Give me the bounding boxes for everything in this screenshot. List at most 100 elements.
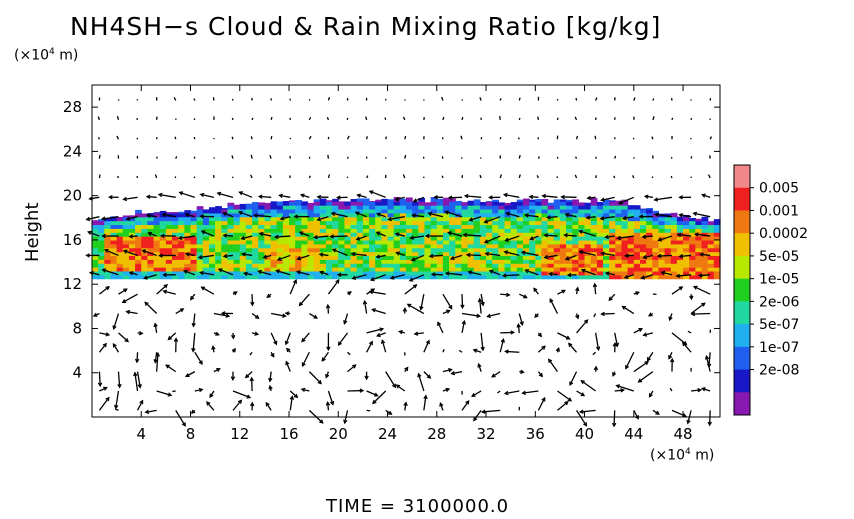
wind-vector-head — [641, 234, 647, 239]
heatmap-cell — [516, 201, 524, 206]
heatmap-cell — [116, 217, 124, 222]
heatmap-cell — [116, 243, 124, 249]
heatmap-cell — [215, 232, 222, 237]
heatmap-cell — [387, 232, 395, 237]
heatmap-cell — [295, 259, 302, 264]
heatmap-cell — [258, 243, 265, 249]
wind-vector-head — [330, 211, 336, 217]
heatmap-cell — [559, 205, 567, 210]
wind-vector-head — [368, 289, 374, 295]
heatmap-cell — [172, 236, 179, 241]
wind-vector — [309, 312, 318, 319]
wind-vector — [123, 196, 138, 201]
heatmap-cell — [652, 210, 660, 214]
heatmap-cell — [295, 247, 302, 253]
heatmap-cell — [215, 212, 222, 218]
wind-vector — [254, 214, 272, 218]
wind-vector — [174, 136, 177, 140]
heatmap-cell — [369, 270, 376, 276]
wind-vector-head — [237, 210, 243, 215]
heatmap-cell — [646, 270, 653, 276]
wind-vector — [616, 384, 635, 392]
heatmap-cell — [301, 228, 309, 233]
heatmap-cell — [430, 251, 438, 257]
heatmap-cell — [603, 228, 610, 233]
wind-vector — [633, 328, 643, 334]
heatmap-cell — [227, 251, 235, 257]
heatmap-cell — [227, 202, 235, 206]
heatmap-cell — [449, 220, 456, 226]
wind-vector — [695, 233, 711, 237]
wind-vector — [411, 254, 425, 261]
heatmap-cell — [572, 224, 579, 229]
heatmap-cell — [535, 243, 543, 249]
heatmap-cell — [578, 232, 586, 237]
wind-vector-head — [565, 335, 571, 340]
heatmap-cell — [233, 274, 241, 280]
heatmap-cell — [208, 255, 216, 260]
heatmap-cell — [609, 239, 616, 245]
heatmap-cell — [215, 220, 222, 226]
heatmap-cell — [676, 216, 684, 218]
heatmap-cell — [184, 228, 192, 233]
heatmap-cell — [270, 239, 278, 245]
wind-vector — [185, 371, 196, 377]
wind-vector-head — [488, 269, 494, 274]
heatmap-cell — [664, 251, 672, 257]
x-tick-label: 8 — [186, 425, 196, 443]
heatmap-cell — [486, 259, 493, 264]
wind-vector — [670, 156, 673, 159]
heatmap-cell — [689, 255, 696, 260]
heatmap-cell — [430, 205, 438, 210]
wind-vector — [574, 116, 578, 121]
wind-vector-head — [331, 248, 337, 253]
heatmap-cell — [258, 274, 265, 280]
wind-vector — [270, 332, 278, 345]
wind-vector-head — [158, 253, 163, 258]
wind-vector — [89, 196, 100, 200]
heatmap-cell — [510, 255, 518, 260]
heatmap-cell — [325, 267, 333, 272]
heatmap-cell — [215, 251, 222, 257]
heatmap-cell — [572, 263, 579, 268]
heatmap-cell — [245, 205, 253, 210]
heatmap-cell — [289, 232, 296, 237]
heatmap-cell — [621, 267, 629, 272]
heatmap-cell — [652, 259, 660, 264]
wind-vector-head — [653, 197, 659, 202]
heatmap-cell — [319, 255, 327, 260]
heatmap-cell — [369, 201, 376, 202]
wind-vector — [142, 249, 157, 257]
heatmap-cell — [627, 255, 635, 260]
wind-vector — [463, 234, 482, 237]
heatmap-cell — [153, 239, 161, 245]
heatmap-cell — [258, 205, 265, 210]
heatmap-cell — [202, 236, 210, 241]
heatmap-cell — [239, 203, 247, 206]
heatmap-cell — [399, 201, 407, 206]
heatmap-cell — [603, 247, 610, 253]
heatmap-cell — [172, 239, 179, 245]
wind-vector-head — [252, 213, 258, 218]
heatmap-cell — [178, 228, 185, 233]
wind-vector — [420, 294, 425, 310]
heatmap-cell — [172, 247, 179, 253]
heatmap-cell — [375, 199, 382, 202]
wind-vector — [117, 99, 120, 101]
heatmap-cell — [633, 239, 641, 245]
heatmap-cell — [596, 239, 604, 245]
heatmap-cell — [98, 228, 105, 233]
heatmap-cell — [295, 236, 302, 241]
heatmap-cell — [153, 274, 161, 280]
heatmap-cell — [529, 247, 536, 253]
x-tick-label: 32 — [476, 425, 495, 443]
heatmap-cell — [135, 224, 142, 229]
heatmap-cell — [633, 255, 641, 260]
wind-vector-head — [395, 384, 401, 389]
heatmap-cell — [566, 274, 573, 280]
heatmap-cell — [92, 224, 99, 229]
heatmap-cell — [227, 243, 235, 249]
wind-vector — [565, 213, 577, 218]
heatmap-cell — [313, 267, 321, 272]
heatmap-cell — [110, 267, 118, 272]
